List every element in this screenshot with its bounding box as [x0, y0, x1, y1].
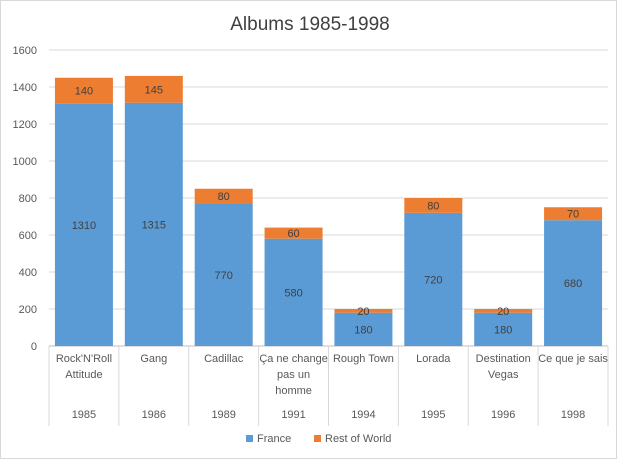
data-label: 770: [215, 270, 233, 282]
y-tick-label: 200: [19, 304, 37, 316]
y-axis: 0 200 400 600 800 1000 1200 1400 1600: [13, 45, 37, 353]
y-tick-label: 1600: [13, 45, 37, 57]
legend: France Rest of World: [246, 433, 391, 445]
bar-rest-of-world: [334, 309, 393, 313]
y-tick-label: 1200: [13, 119, 37, 131]
data-label: 140: [75, 86, 93, 98]
x-year-label: 1995: [421, 409, 445, 421]
x-year-label: 1998: [561, 409, 585, 421]
data-label: 20: [497, 306, 509, 318]
x-year-label: 1989: [211, 409, 235, 421]
data-label: 180: [354, 324, 372, 336]
x-axis: Rock'N'Roll Attitude 1985 Gang 1986 Cadillac 1…: [48, 346, 609, 426]
data-label: 1310: [72, 220, 96, 232]
data-label: 720: [424, 274, 442, 286]
y-tick-label: 600: [19, 230, 37, 242]
bars: 1310 140 1315 145 770 80 580 60 180 20 720 80 180 20 6…: [54, 75, 603, 347]
bar-france: [264, 238, 323, 346]
data-label: 1315: [142, 219, 166, 231]
data-label: 80: [427, 200, 439, 212]
x-category-label: Cadillac: [204, 353, 244, 365]
x-category-label: Lorada: [416, 353, 451, 365]
data-label: 680: [564, 278, 582, 290]
x-category-label: Gang: [140, 353, 167, 365]
bar-france: [334, 312, 393, 346]
legend-label: Rest of World: [325, 433, 391, 445]
x-category-label: homme: [275, 385, 312, 397]
chart-title: Albums 1985-1998: [230, 14, 390, 35]
y-tick-label: 800: [19, 193, 37, 205]
x-year-label: 1985: [72, 409, 96, 421]
y-tick-label: 0: [31, 341, 37, 353]
bar-rest-of-world: [264, 227, 323, 239]
x-category-label: Attitude: [65, 369, 102, 381]
x-year-label: 1991: [281, 409, 305, 421]
bar-france: [404, 212, 463, 346]
x-category-label: Vegas: [488, 369, 519, 381]
data-label: 60: [287, 228, 299, 240]
bar-france: [194, 203, 253, 346]
y-tick-label: 1000: [13, 156, 37, 168]
bar-rest-of-world: [194, 188, 253, 204]
y-tick-label: 1400: [13, 82, 37, 94]
x-category-label: Ce que je sais: [538, 353, 608, 365]
data-label: 145: [145, 84, 163, 96]
x-category-label: Ça ne change: [259, 353, 328, 365]
legend-swatch-france: [246, 435, 253, 442]
legend-label: France: [257, 433, 291, 445]
bar-france: [124, 102, 183, 346]
x-category-label: Destination: [476, 353, 531, 365]
legend-swatch-rest-of-world: [314, 435, 321, 442]
y-tick-label: 400: [19, 267, 37, 279]
x-year-label: 1994: [351, 409, 375, 421]
bar-france: [544, 220, 603, 346]
x-year-label: 1986: [142, 409, 166, 421]
data-label: 80: [218, 191, 230, 203]
bar-rest-of-world: [474, 309, 533, 313]
data-label: 70: [567, 209, 579, 221]
data-label: 20: [357, 306, 369, 318]
bar-rest-of-world: [54, 77, 113, 104]
x-category-label: Rock'N'Roll: [56, 353, 112, 365]
data-label: 580: [284, 287, 302, 299]
bar-france: [54, 103, 113, 347]
x-year-label: 1996: [491, 409, 515, 421]
x-category-label: pas un: [277, 369, 310, 381]
bar-rest-of-world: [124, 75, 183, 103]
bar-rest-of-world: [544, 207, 603, 221]
data-label: 180: [494, 324, 512, 336]
bar-rest-of-world: [404, 198, 463, 213]
bar-france: [474, 312, 533, 346]
x-category-label: Rough Town: [333, 353, 394, 365]
